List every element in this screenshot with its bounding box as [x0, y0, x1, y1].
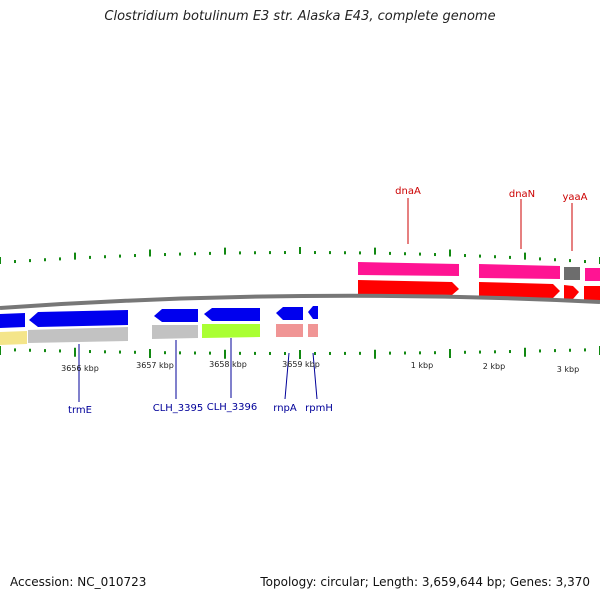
cds-next-arrow[interactable]: [584, 286, 600, 300]
scale-label-3657: 3657 kbp: [136, 361, 174, 370]
CLH_3396-label[interactable]: CLH_3396: [207, 402, 258, 413]
rnpA-leader: [284, 352, 290, 400]
cds-trmE-arrow[interactable]: [29, 310, 128, 327]
cds-CLH_3395-arrow[interactable]: [154, 309, 198, 322]
scale-label-3658: 3658 kbp: [209, 360, 247, 369]
rnpA-label[interactable]: rnpA: [273, 403, 297, 414]
genome-summary-text: Topology: circular; Length: 3,659,644 bp…: [260, 575, 590, 589]
gene-CLH_3395-bar[interactable]: [152, 325, 198, 339]
scale-label-2kbp: 2 kbp: [483, 362, 505, 371]
scale-label-3kbp: 3 kbp: [557, 365, 579, 374]
gene-next-bar[interactable]: [585, 268, 600, 281]
genome-backbone: [0, 293, 600, 310]
cds-rpmH-arrow[interactable]: [308, 306, 318, 319]
gene-trmE-bar[interactable]: [28, 327, 128, 343]
reverse-gene-track: [0, 324, 318, 345]
cds-yaaA-arrow[interactable]: [564, 285, 579, 299]
cds-CLH_3396-arrow[interactable]: [204, 308, 260, 321]
gene-rpmH-bar[interactable]: [308, 324, 318, 337]
yaaA-label[interactable]: yaaA: [562, 192, 587, 203]
reverse-labels: trmE CLH_3395 CLH_3396 rnpA rpmH: [68, 338, 333, 416]
cds-left-arrow[interactable]: [0, 313, 25, 328]
forward-cds-track: [358, 280, 600, 300]
dnaN-label[interactable]: dnaN: [509, 189, 535, 200]
scale-labels: 3656 kbp 3657 kbp 3658 kbp 3659 kbp 1 kb…: [61, 360, 579, 374]
scale-label-3659: 3659 kbp: [282, 360, 320, 369]
scale-label-3656: 3656 kbp: [61, 364, 99, 373]
cds-rnpA-arrow[interactable]: [276, 307, 303, 320]
cds-dnaA-arrow[interactable]: [358, 280, 459, 295]
trmE-label[interactable]: trmE: [68, 405, 92, 416]
forward-gene-track: [358, 262, 600, 281]
rpmH-label[interactable]: rpmH: [305, 403, 333, 414]
cds-dnaN-arrow[interactable]: [479, 282, 560, 298]
gene-CLH_3396-bar[interactable]: [202, 324, 260, 338]
dnaA-label[interactable]: dnaA: [395, 186, 421, 197]
CLH_3395-label[interactable]: CLH_3395: [153, 403, 204, 414]
gene-yaaA-bar[interactable]: [564, 267, 580, 280]
gene-rnpA-bar[interactable]: [276, 324, 303, 337]
outer-tick-row: [0, 247, 600, 264]
gene-left-bar-yellow[interactable]: [0, 331, 27, 345]
forward-labels: dnaA dnaN yaaA: [395, 186, 588, 251]
inner-tick-row: [0, 346, 600, 359]
gene-dnaN-bar[interactable]: [479, 264, 560, 279]
accession-text: Accession: NC_010723: [10, 575, 147, 589]
scale-label-1kbp: 1 kbp: [411, 361, 433, 370]
map-title: Clostridium botulinum E3 str. Alaska E43…: [104, 9, 496, 24]
rpmH-leader: [312, 352, 318, 400]
gene-dnaA-bar[interactable]: [358, 262, 459, 276]
reverse-cds-track: [0, 306, 318, 328]
